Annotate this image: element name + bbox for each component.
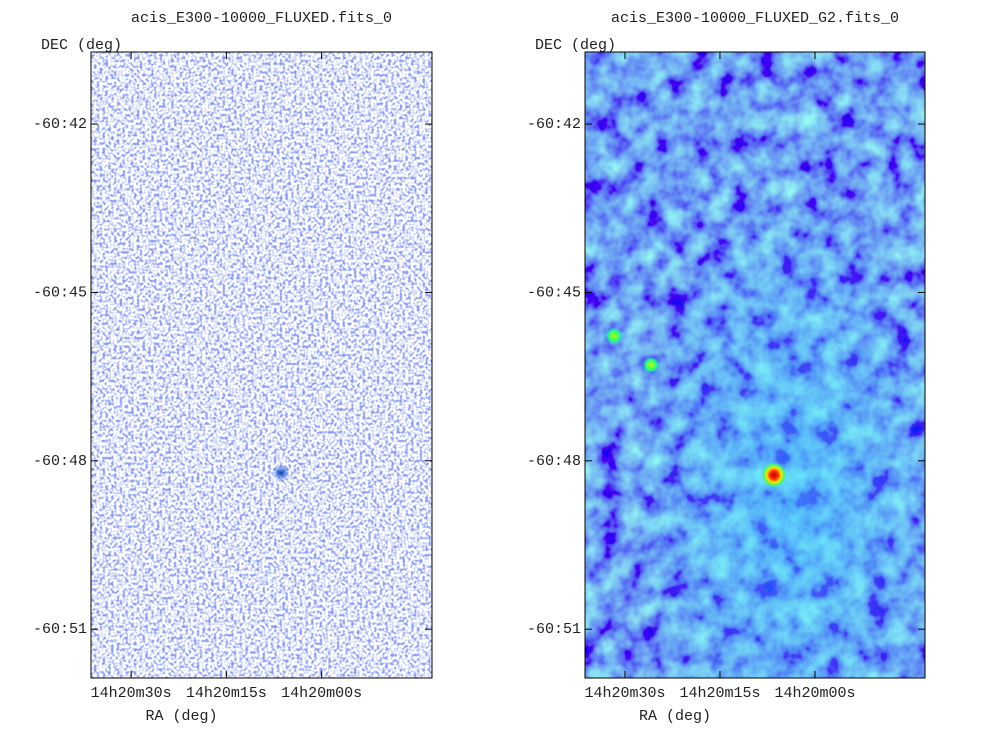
y-tick-label: -60:48 [33,453,87,470]
y-tick-label: -60:51 [527,621,581,638]
panel-title: acis_E300-10000_FLUXED.fits_0 [131,10,392,27]
x-tick-label: 14h20m00s [774,685,855,702]
x-tick-label: 14h20m00s [281,685,362,702]
y-tick-label: -60:48 [527,453,581,470]
y-tick-label: -60:42 [527,116,581,133]
x-tick-label: 14h20m30s [584,685,665,702]
x-axis-label: RA (deg) [145,708,217,725]
x-tick-label: 14h20m15s [186,685,267,702]
panel-title: acis_E300-10000_FLUXED_G2.fits_0 [611,10,899,27]
x-tick-label: 14h20m15s [679,685,760,702]
y-axis-label: DEC (deg) [535,37,616,54]
image-right [585,52,925,678]
frame [90,51,433,679]
image-left [91,52,432,678]
frame [584,51,926,679]
y-tick-label: -60:42 [33,116,87,133]
x-axis-label: RA (deg) [639,708,711,725]
y-tick-label: -60:51 [33,621,87,638]
y-tick-label: -60:45 [33,284,87,301]
y-tick-label: -60:45 [527,284,581,301]
y-axis-label: DEC (deg) [41,37,122,54]
x-tick-label: 14h20m30s [91,685,172,702]
